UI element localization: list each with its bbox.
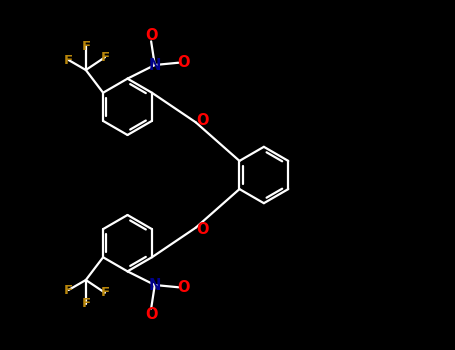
Text: F: F <box>101 51 110 64</box>
Text: F: F <box>81 40 91 53</box>
Text: F: F <box>64 284 73 296</box>
Text: N: N <box>149 57 161 72</box>
Text: O: O <box>196 223 209 238</box>
Text: F: F <box>101 286 110 299</box>
Text: O: O <box>177 55 190 70</box>
Text: N: N <box>149 278 161 293</box>
Text: O: O <box>145 28 157 43</box>
Text: O: O <box>145 307 157 322</box>
Text: O: O <box>196 112 209 127</box>
Text: O: O <box>177 280 190 295</box>
Text: F: F <box>81 297 91 310</box>
Text: F: F <box>64 54 73 66</box>
